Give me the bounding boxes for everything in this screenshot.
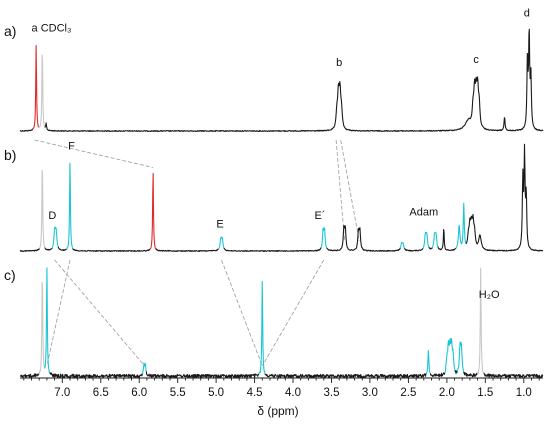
x-tick-label: 5.0 xyxy=(208,387,224,399)
spectrum-2-segment-13 xyxy=(399,242,405,249)
peak-label-1-3: c xyxy=(473,54,479,66)
spectrum-3-segment-9 xyxy=(429,372,446,378)
spectrum-3-segment-11 xyxy=(454,370,458,374)
correlation-line-6 xyxy=(261,259,325,367)
x-tick-label: 6.5 xyxy=(93,387,109,399)
x-tick-label: 5.5 xyxy=(170,387,186,399)
spectrum-3-segment-5 xyxy=(145,371,260,379)
spectrum-3-segment-14 xyxy=(476,267,485,376)
spectrum-2-segment-6 xyxy=(72,248,151,252)
spectrum-2-segment-11 xyxy=(320,227,328,249)
spectrum-2-segment-5 xyxy=(66,162,74,250)
spectrum-2-segment-9 xyxy=(218,236,225,250)
x-tick-label: 1.0 xyxy=(516,387,532,399)
spectrum-3-segment-7 xyxy=(264,373,427,379)
spectrum-3-segment-2 xyxy=(44,267,51,374)
spectrum-3-segment-15 xyxy=(483,372,544,379)
x-axis-title: δ (ppm) xyxy=(257,404,298,418)
spectrum-3-segment-10 xyxy=(444,337,456,374)
peak-label-2-1: D xyxy=(48,210,56,222)
spectrum-3-segment-4 xyxy=(141,362,147,375)
spectrum-1-segment-1 xyxy=(32,44,40,130)
peak-label-2-2: E xyxy=(216,219,223,231)
x-tick-label: 2.0 xyxy=(439,387,455,399)
spectrum-2-segment-16 xyxy=(428,246,433,250)
panel-label-1: a) xyxy=(4,23,16,39)
peak-label-3-0: H₂O xyxy=(479,289,500,301)
spectra-traces xyxy=(19,28,544,379)
spectrum-2-segment-10 xyxy=(223,247,322,252)
x-tick-label: 3.5 xyxy=(324,387,340,399)
spectrum-2-segment-1 xyxy=(38,169,46,249)
x-tick-label: 7.0 xyxy=(54,387,70,399)
spectrum-2-segment-15 xyxy=(422,231,430,249)
spectrum-2-segment-4 xyxy=(57,246,67,252)
spectrum-1-segment-3 xyxy=(38,54,46,128)
spectrum-2-segment-3 xyxy=(51,226,59,249)
spectrum-3-segment-3 xyxy=(49,372,143,379)
spectrum-1-segment-4 xyxy=(44,28,544,132)
spectrum-2-segment-20 xyxy=(465,143,544,252)
peak-label-1-2: b xyxy=(336,57,342,69)
correlation-line-4 xyxy=(46,259,71,366)
spectrum-2-segment-0 xyxy=(19,248,40,252)
spectrum-3-segment-0 xyxy=(19,373,40,378)
spectrum-2-segment-18 xyxy=(437,228,457,251)
correlation-line-1 xyxy=(335,139,345,241)
spectrum-2-segment-19 xyxy=(455,202,467,249)
correlation-line-2 xyxy=(340,139,360,241)
spectrum-3-segment-12 xyxy=(456,341,465,374)
spectrum-2-segment-8 xyxy=(155,248,219,252)
peak-label-2-0: F xyxy=(68,140,75,152)
peak-label-1-1: CDCl₃ xyxy=(41,23,72,35)
spectrum-1-segment-0 xyxy=(19,128,34,132)
correlation-line-3 xyxy=(54,259,145,367)
peak-label-2-4: Adam xyxy=(409,207,438,219)
spectrum-3-segment-6 xyxy=(258,281,266,375)
peak-label-1-4: d xyxy=(524,8,530,20)
correlation-lines xyxy=(34,139,360,367)
x-tick-label: 4.5 xyxy=(247,387,263,399)
spectra-labels: a) a CDCl₃ b c d b) F D E E´ Adam c) H₂O xyxy=(4,8,530,302)
spectrum-2-segment-7 xyxy=(149,172,157,250)
spectrum-2-segment-2 xyxy=(44,247,53,251)
correlation-line-0 xyxy=(34,139,154,168)
x-tick-label: 1.5 xyxy=(477,387,493,399)
peak-label-2-3: E´ xyxy=(315,210,326,222)
peak-label-1-0: a xyxy=(32,23,39,35)
spectrum-3-segment-1 xyxy=(38,281,46,376)
panel-label-3: c) xyxy=(4,267,16,283)
spectrum-2-segment-17 xyxy=(431,231,439,249)
x-tick-label: 2.5 xyxy=(400,387,416,399)
spectrum-3-segment-8 xyxy=(425,349,431,375)
x-tick-label: 4.0 xyxy=(285,387,301,399)
panel-label-2: b) xyxy=(4,147,16,163)
correlation-line-5 xyxy=(221,259,263,366)
x-tick-label: 3.0 xyxy=(362,387,378,399)
spectrum-2-segment-14 xyxy=(404,247,424,252)
spectrum-2-segment-12 xyxy=(326,225,401,252)
x-tick-label: 6.0 xyxy=(131,387,147,399)
x-axis: 7.0 6.5 6.0 5.5 5.0 4.5 4.0 3.5 3.0 2.5 2.0 1.5 1.0 δ… xyxy=(20,377,543,418)
spectrum-3-segment-13 xyxy=(463,371,478,378)
